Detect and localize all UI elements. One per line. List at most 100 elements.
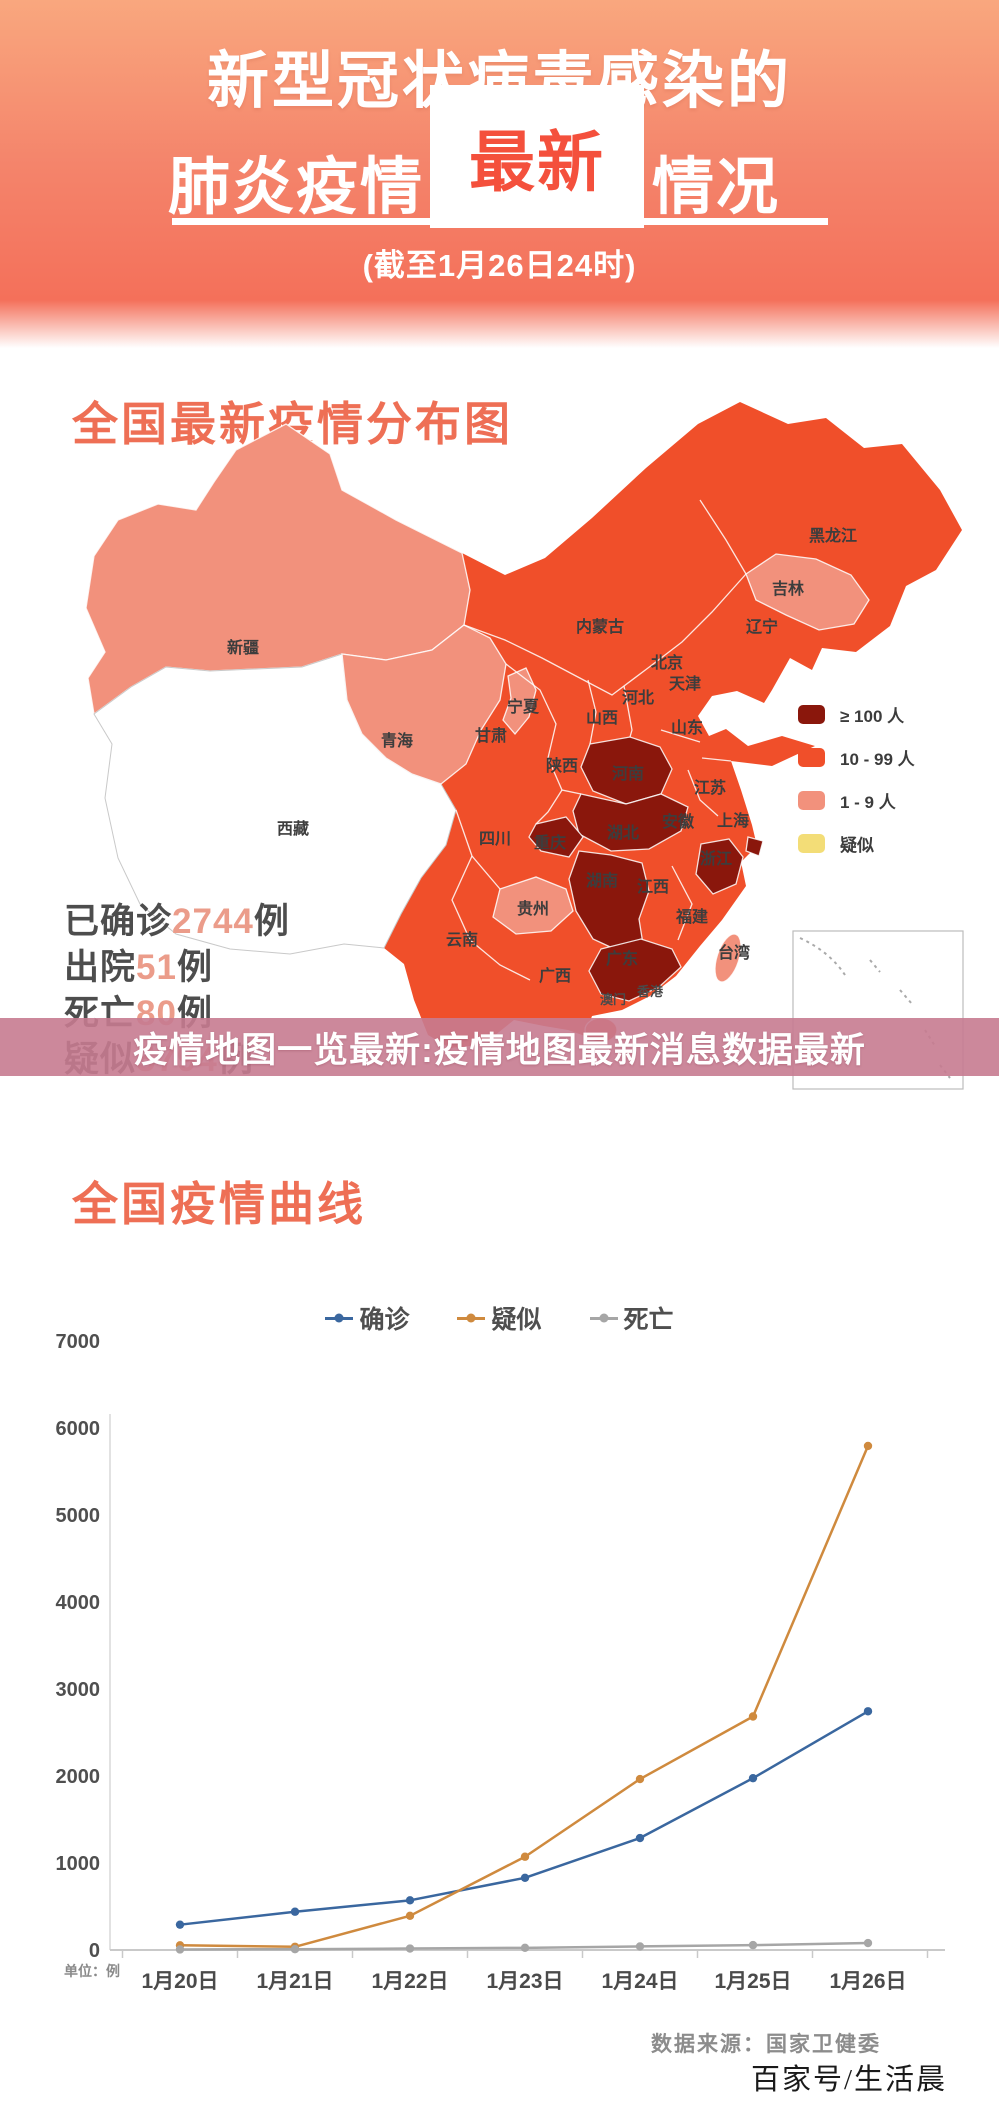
province-label: 湖北 — [607, 824, 639, 842]
province-label: 内蒙古 — [576, 617, 624, 636]
legend-label: 10 - 99 人 — [840, 749, 915, 769]
province-label: 宁夏 — [507, 697, 540, 716]
province-label: 北京 — [651, 653, 683, 672]
y-tick-label: 3000 — [56, 1679, 101, 1701]
province-shape-chongqing — [528, 816, 584, 858]
data-point — [290, 1945, 300, 1954]
stat-unit: 例 — [253, 902, 290, 941]
province-label: 浙江 — [700, 849, 732, 868]
province-label: 新疆 — [227, 638, 259, 657]
data-point — [405, 1944, 415, 1953]
series-line-疑似 — [179, 1445, 870, 1949]
province-borders — [451, 499, 747, 981]
data-point — [520, 1852, 530, 1861]
map-legend-row: ≥ 100 人 — [798, 703, 915, 726]
x-tick-label: 1月23日 — [486, 1970, 563, 1993]
province-label: 云南 — [446, 930, 478, 949]
curve-section-title: 全国疫情曲线 — [72, 1178, 366, 1230]
x-tick-label: 1月25日 — [714, 1970, 791, 1993]
province-shape-hubei — [572, 793, 689, 852]
stat-row: 已确诊2744例 — [64, 893, 290, 941]
headline-banner-text: 疫情地图一览最新:疫情地图最新消息数据最新 — [133, 1030, 866, 1070]
province-shape-guangdong — [588, 938, 682, 1002]
y-tick-label: 2000 — [56, 1766, 101, 1788]
stat-label: 出院 — [64, 948, 137, 987]
legend-label: 1 - 9 人 — [840, 792, 896, 812]
province-label: 福建 — [675, 907, 708, 926]
province-label: 甘肃 — [475, 727, 507, 745]
series-marker — [325, 1313, 354, 1323]
legend-swatch — [798, 790, 825, 810]
data-point — [175, 1920, 185, 1929]
province-label: 贵州 — [517, 899, 549, 918]
province-label: 广西 — [539, 966, 571, 985]
province-label: 西藏 — [277, 819, 309, 838]
province-shape-guizhou — [492, 876, 574, 935]
province-label: 江西 — [637, 878, 669, 896]
stat-row: 出院51例 — [64, 939, 290, 987]
province-label: 河北 — [622, 688, 654, 707]
province-label: 湖南 — [586, 871, 618, 890]
stat-label: 已确诊 — [64, 902, 173, 941]
legend-label: ≥ 100 人 — [840, 706, 905, 726]
province-label-small: 香港 — [636, 984, 664, 999]
legend-label: 疑似 — [840, 835, 874, 855]
page-title-line2-left: 肺炎疫情 — [167, 153, 424, 222]
legend-swatch — [798, 704, 825, 724]
province-label: 陕西 — [546, 756, 578, 775]
province-shape-taiwan — [714, 933, 742, 983]
y-tick-label: 4000 — [56, 1592, 101, 1614]
province-label: 四川 — [479, 831, 511, 848]
title-highlight-badge: 最新 — [430, 85, 644, 228]
header-fade — [0, 300, 999, 348]
chart-legend: 确诊 疑似 死亡 — [0, 1300, 999, 1336]
data-point — [520, 1873, 530, 1882]
legend-swatch — [798, 747, 825, 767]
chart-unit-note: 单位：例 — [64, 1963, 120, 1979]
province-label: 台湾 — [718, 943, 750, 962]
data-point — [290, 1907, 300, 1916]
province-label: 山东 — [671, 718, 703, 737]
province-label: 吉林 — [772, 579, 804, 598]
publisher-credit: 百家号/生活晨 — [750, 2064, 947, 2096]
headline-banner: 疫情地图一览最新:疫情地图最新消息数据最新 — [0, 1018, 999, 1076]
y-tick-label: 7000 — [56, 1331, 101, 1353]
province-shape-shanghai — [745, 836, 764, 857]
x-tick-label: 1月26日 — [829, 1970, 906, 1993]
data-point — [863, 1441, 873, 1451]
province-shape-qinghai — [341, 624, 507, 785]
stat-value: 51 — [136, 948, 177, 987]
series-line-确诊 — [179, 1710, 869, 1926]
province-label: 广东 — [606, 949, 638, 968]
data-point — [175, 1945, 185, 1954]
y-tick-label: 1000 — [56, 1853, 101, 1875]
legend-swatch — [798, 833, 825, 853]
province-label: 黑龙江 — [809, 526, 857, 545]
data-point — [635, 1833, 645, 1843]
data-point — [748, 1773, 758, 1783]
series-marker — [457, 1313, 486, 1323]
data-point — [748, 1940, 758, 1950]
x-tick-label: 1月21日 — [256, 1970, 333, 1993]
province-label-small: 澳门 — [600, 992, 626, 1007]
series-label: 死亡 — [623, 1306, 674, 1334]
data-source-note: 数据来源：国家卫健委 — [651, 2033, 881, 2056]
y-tick-label: 5000 — [56, 1505, 101, 1527]
data-point — [748, 1712, 758, 1721]
province-label: 山西 — [586, 709, 618, 727]
province-shape-ningxia — [502, 667, 537, 736]
x-tick-label: 1月20日 — [141, 1970, 218, 1993]
province-label: 江苏 — [694, 778, 726, 797]
map-legend-row: 疑似 — [798, 832, 915, 855]
y-tick-label: 0 — [89, 1940, 100, 1962]
stat-value: 2744 — [172, 902, 254, 941]
epidemic-line-chart: 0 1000 2000 3000 4000 5000 6000 7000 1月20日 1月21日 1… — [56, 1331, 945, 1993]
province-label: 天津 — [669, 675, 701, 693]
map-legend: ≥ 100 人 10 - 99 人 1 - 9 人疑似 — [798, 703, 915, 855]
province-label: 重庆 — [534, 833, 566, 852]
data-point — [405, 1896, 415, 1905]
province-label: 青海 — [381, 731, 413, 750]
